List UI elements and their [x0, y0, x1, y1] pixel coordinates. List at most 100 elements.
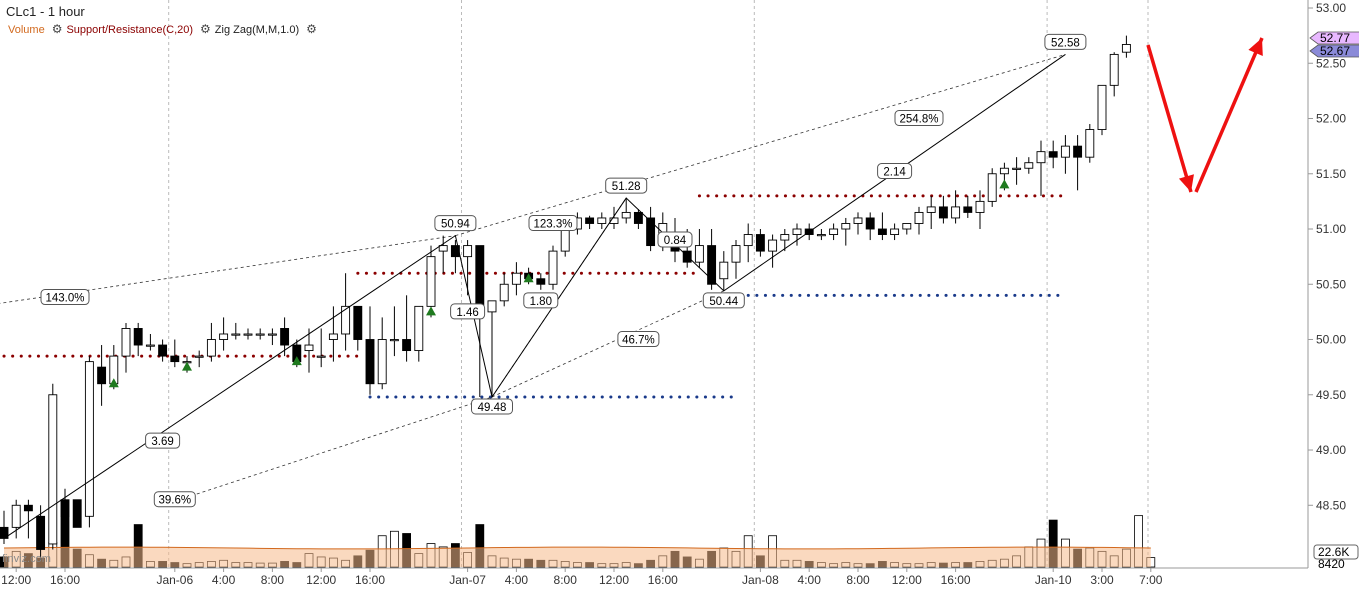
candle-body [829, 228, 839, 235]
y-tick-label: 49.50 [1316, 388, 1346, 402]
retracement-label: 123.3% [528, 214, 578, 231]
zigzag-change-label-text: 0.84 [664, 235, 687, 247]
candle-body [48, 394, 58, 545]
buy-signal-triangle [108, 378, 119, 388]
y-tick-label: 51.00 [1316, 222, 1346, 236]
candle-body [23, 504, 33, 512]
candle-body [865, 217, 875, 230]
zigzag-change-label-box [523, 292, 559, 309]
y-tick-label: 48.50 [1316, 498, 1346, 512]
zigzag-change-label: 2.14 [877, 163, 913, 180]
buy-signal-triangle [182, 361, 192, 371]
candle-body [402, 339, 412, 352]
retracement-label-box [40, 289, 90, 306]
candle-body [304, 344, 314, 352]
candle-body [1012, 167, 1022, 170]
y-tick-label: 53.00 [1316, 1, 1346, 15]
candle-body [487, 300, 497, 313]
candle-body [841, 223, 851, 230]
zigzag-change-label-text: 1.46 [456, 307, 478, 319]
candle-body [353, 305, 363, 340]
zigzag-change-label-box [877, 163, 913, 180]
candle-body [231, 333, 241, 336]
price-tag-label: 52.67 [1320, 44, 1350, 58]
candle-body [84, 361, 94, 517]
support-resistance-label[interactable]: Support/Resistance(C,20) [66, 24, 194, 36]
candle-body [426, 256, 436, 307]
retracement-label-text: 39.6% [158, 495, 191, 507]
retracement-line [162, 396, 493, 506]
retracement-line [455, 54, 1066, 237]
x-tick-label: Jan-10 [1035, 573, 1072, 587]
y-tick-label: 52.00 [1316, 112, 1346, 126]
candle-body [987, 173, 997, 202]
buy-signal-triangle [426, 306, 436, 316]
zigzag-pivot-label-text: 51.28 [612, 181, 641, 193]
candle-body [206, 339, 216, 357]
candle-body [743, 234, 753, 247]
candle-body [731, 245, 741, 263]
candle-body [707, 245, 717, 285]
retracement-label: 46.7% [617, 331, 660, 348]
candle-body [1109, 53, 1119, 86]
candle-body [97, 366, 107, 385]
zigzag-pivot-label: 52.58 [1044, 33, 1087, 50]
x-tick-label: 12:00 [306, 573, 336, 587]
candle-body [768, 239, 778, 252]
x-tick-label: 8:00 [554, 573, 578, 587]
candle-body [158, 344, 168, 357]
zigzag-change-label: 1.80 [523, 292, 559, 309]
candle-body [463, 245, 473, 258]
candle-body [1060, 145, 1070, 158]
gear-icon[interactable]: ⚙ [200, 22, 211, 36]
y-tick-label: 50.00 [1316, 333, 1346, 347]
candle-body [341, 305, 351, 335]
zigzag-pivot-label-box [702, 292, 745, 309]
zigzag-pivot-label-text: 50.44 [709, 296, 738, 308]
candle-body [890, 228, 900, 235]
retracement-label: 39.6% [153, 491, 196, 508]
x-tick-label: 8:00 [846, 573, 870, 587]
x-tick-label: 16:00 [941, 573, 971, 587]
gear-icon[interactable]: ⚙ [51, 22, 63, 36]
retracement-label-box [894, 110, 944, 127]
zigzag-pivot-label: 50.44 [702, 292, 745, 309]
candle-body [280, 328, 290, 346]
candle-body [548, 250, 558, 285]
candle-body [243, 333, 253, 336]
candle-body [902, 223, 912, 230]
zigzag-change-label: 1.46 [450, 303, 486, 320]
candle-body [11, 504, 21, 528]
buy-signal-triangle [999, 179, 1010, 189]
zigzag-pivot-label: 50.94 [434, 215, 477, 232]
x-tick-label: Jan-07 [449, 573, 486, 587]
zigzag-change-label-text: 2.14 [883, 167, 906, 179]
retracement-label: 254.8% [894, 110, 944, 127]
candle-body [1024, 162, 1034, 169]
x-tick-label: Jan-08 [742, 573, 779, 587]
candle-body [219, 333, 229, 340]
retracement-label-text: 143.0% [45, 293, 84, 305]
gear-icon[interactable]: ⚙ [306, 22, 317, 36]
candle-body [633, 211, 643, 224]
x-tick-label: 4:00 [505, 573, 529, 587]
y-tick-label: 49.00 [1316, 443, 1346, 457]
volume-ma-line [3, 546, 1151, 550]
volume-indicator-label[interactable]: Volume [8, 24, 45, 36]
arrow-head-icon [1248, 38, 1263, 56]
candle-body [121, 328, 131, 357]
candle-body [145, 344, 155, 347]
indicator-legend: Volume ⚙ Support/Resistance(C,20) ⚙ Zig Zag(… [8, 22, 321, 36]
y-tick-label: 50.50 [1316, 277, 1346, 291]
zigzag-indicator-label[interactable]: Zig Zag(M,M,1.0) [214, 24, 300, 36]
price-tag-high [1309, 31, 1359, 45]
zigzag-pivot-label-text: 49.48 [478, 402, 507, 414]
candle-body [999, 167, 1009, 175]
retracement-label-text: 123.3% [533, 218, 572, 230]
zigzag-change-label-box [450, 303, 486, 320]
zigzag-pivot-label-text: 52.58 [1051, 37, 1080, 49]
candle-body [511, 272, 521, 285]
candle-body [646, 217, 656, 247]
candle-body [755, 234, 765, 252]
